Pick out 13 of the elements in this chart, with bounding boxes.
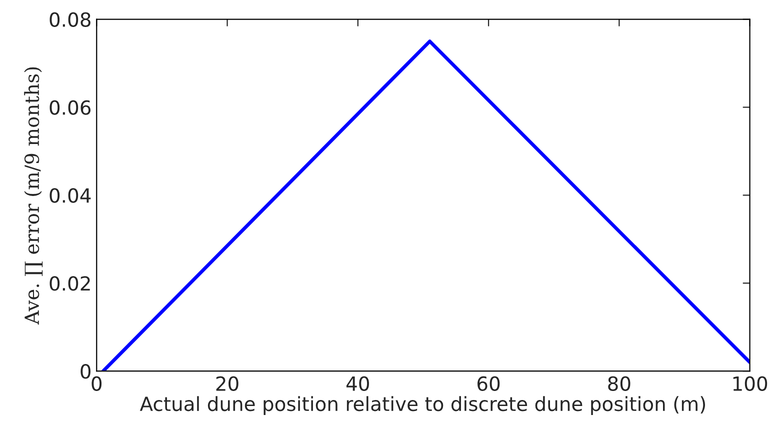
x-tick-label: 20 xyxy=(216,376,238,391)
x-tick-label: 80 xyxy=(608,376,630,391)
x-tick-label: 60 xyxy=(478,376,500,391)
x-tick-label: 100 xyxy=(733,376,768,391)
y-tick-label: 0.08 xyxy=(50,12,90,27)
y-tick-label: 0.04 xyxy=(50,188,91,203)
y-tick-label: 0.06 xyxy=(50,100,91,115)
y-axis-title: Ave. ∏ error (m/9 months) xyxy=(24,67,43,325)
y-tick-label: 0 xyxy=(80,364,90,379)
x-tick-label: 40 xyxy=(346,376,369,391)
y-tick-label: 0.02 xyxy=(50,276,90,291)
x-axis-title: Actual dune position relative to discrete dune position (m) xyxy=(140,396,706,415)
x-tick-label: 0 xyxy=(92,376,102,391)
